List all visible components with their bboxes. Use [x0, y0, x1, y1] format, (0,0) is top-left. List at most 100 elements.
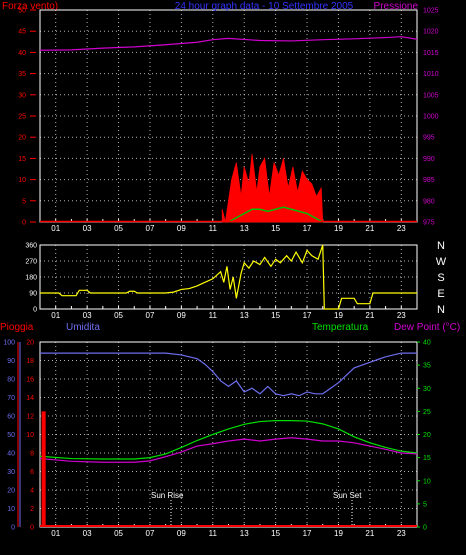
y-left-tick-label: 35	[18, 71, 26, 78]
y-right-tick-label: 1000	[423, 114, 439, 121]
x-tick-label: 01	[51, 311, 60, 320]
y-direction-tick-label: 270	[25, 259, 37, 266]
y-rain-tick-label: 2	[30, 506, 34, 513]
y-temp-tick-label: 10	[423, 478, 431, 485]
y-rain-tick-label: 0	[30, 525, 34, 532]
header-title: 24 hour graph data - 10 Settembre 2005	[175, 1, 354, 12]
y-humidity-tick-label: 30	[7, 469, 15, 476]
x-tick-label: 05	[114, 529, 123, 538]
y-temp-tick-label: 40	[423, 340, 431, 347]
x-tick-label: 21	[365, 224, 374, 233]
x-tick-label: 05	[114, 311, 123, 320]
y-left-tick-label: 50	[18, 8, 26, 15]
x-tick-label: 01	[51, 224, 60, 233]
compass-label: E	[437, 288, 444, 300]
y-right-tick-label: 985	[423, 177, 435, 184]
y-humidity-tick-label: 20	[7, 488, 15, 495]
y-left-tick-label: 40	[18, 50, 26, 57]
y-left-tick-label: 0	[22, 220, 26, 227]
x-tick-label: 13	[240, 529, 249, 538]
x-tick-label: 11	[209, 529, 218, 538]
y-rain-tick-label: 20	[26, 340, 34, 347]
x-tick-label: 07	[146, 311, 155, 320]
y-rain-tick-label: 8	[30, 451, 34, 458]
label-temperatura: Temperatura	[312, 322, 369, 333]
x-tick-label: 15	[271, 529, 280, 538]
y-left-tick-label: 25	[18, 114, 26, 121]
y-left-tick-label: 5	[22, 198, 26, 205]
y-rain-tick-label: 14	[26, 395, 34, 402]
series-humidity	[40, 352, 417, 397]
x-tick-label: 15	[271, 224, 280, 233]
x-tick-label: 13	[240, 224, 249, 233]
series-pressure	[39, 36, 418, 51]
x-tick-label: 13	[240, 311, 249, 320]
header-right: Pressione	[374, 1, 419, 12]
x-tick-label: 23	[397, 529, 406, 538]
y-right-tick-label: 1015	[423, 50, 439, 57]
x-tick-label: 09	[177, 311, 186, 320]
y-left-tick-label: 20	[18, 135, 26, 142]
y-right-tick-label: 990	[423, 156, 435, 163]
series-wind-average	[228, 206, 324, 223]
y-humidity-tick-label: 50	[7, 432, 15, 439]
y-rain-tick-label: 4	[30, 488, 34, 495]
y-humidity-tick-label: 90	[7, 358, 15, 365]
y-humidity-tick-label: 100	[3, 340, 15, 347]
x-tick-label: 11	[209, 224, 218, 233]
x-tick-label: 03	[83, 224, 92, 233]
x-tick-label: 19	[334, 224, 343, 233]
y-humidity-tick-label: 40	[7, 451, 15, 458]
x-tick-label: 17	[303, 311, 312, 320]
x-tick-label: 19	[334, 529, 343, 538]
y-temp-tick-label: 5	[423, 501, 427, 508]
y-left-tick-label: 45	[18, 29, 26, 36]
series-dew-point	[39, 437, 418, 463]
y-temp-tick-label: 35	[423, 363, 431, 370]
x-tick-label: 01	[51, 529, 60, 538]
series-wind-direction	[40, 244, 417, 310]
x-tick-label: 07	[146, 224, 155, 233]
y-rain-tick-label: 12	[26, 414, 34, 421]
y-temp-tick-label: 15	[423, 455, 431, 462]
x-tick-label: 03	[83, 311, 92, 320]
x-tick-label: 23	[397, 224, 406, 233]
y-humidity-tick-label: 70	[7, 395, 15, 402]
header-left: Forza vento)	[2, 1, 58, 12]
x-tick-label: 21	[365, 311, 374, 320]
compass-label: N	[437, 240, 445, 252]
x-tick-label: 05	[114, 224, 123, 233]
y-rain-tick-label: 6	[30, 469, 34, 476]
series	[39, 36, 418, 527]
y-left-tick-label: 10	[18, 177, 26, 184]
x-tick-label: 19	[334, 311, 343, 320]
sun-rise-label: Sun Rise	[151, 491, 184, 500]
x-tick-label: 03	[83, 529, 92, 538]
y-humidity-tick-label: 60	[7, 414, 15, 421]
y-humidity-tick-label: 80	[7, 377, 15, 384]
x-tick-label: 09	[177, 224, 186, 233]
y-right-tick-label: 1020	[423, 29, 439, 36]
sun-set-label: Sun Set	[333, 491, 362, 500]
y-direction-tick-label: 0	[33, 307, 37, 314]
y-temp-tick-label: 25	[423, 409, 431, 416]
x-tick-label: 11	[209, 311, 218, 320]
y-humidity-tick-label: 0	[11, 525, 15, 532]
label-umidita: Umidita	[66, 322, 100, 333]
y-right-tick-label: 1025	[423, 8, 439, 15]
rain-bar	[41, 411, 46, 527]
y-direction-tick-label: 180	[25, 275, 37, 282]
y-right-tick-label: 1005	[423, 92, 439, 99]
y-right-tick-label: 995	[423, 135, 435, 142]
grid	[30, 9, 420, 528]
x-tick-label: 23	[397, 311, 406, 320]
x-tick-label: 07	[146, 529, 155, 538]
x-tick-label: 17	[303, 224, 312, 233]
y-right-tick-label: 975	[423, 220, 435, 227]
series-wind-speed	[221, 154, 324, 223]
y-temp-tick-label: 0	[423, 525, 427, 532]
label-dew-point: Dew Point (°C)	[394, 322, 460, 333]
x-tick-label: 15	[271, 311, 280, 320]
